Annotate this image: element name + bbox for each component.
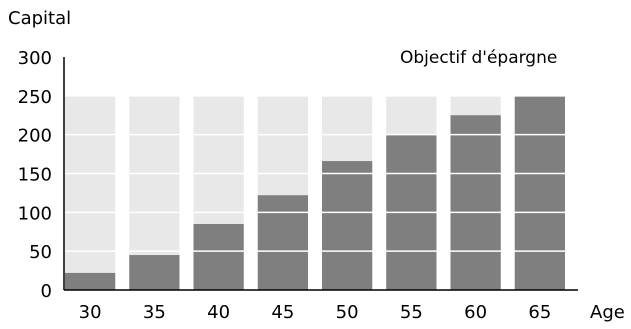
value-bar (257, 195, 308, 290)
x-tick-label: 60 (464, 302, 487, 323)
x-tick-label: 40 (207, 302, 230, 323)
value-bars (65, 95, 565, 290)
y-tick-label: 50 (29, 242, 52, 263)
x-axis-ticks: 30 35 40 45 50 55 60 65 (79, 302, 552, 323)
x-tick-label: 50 (336, 302, 359, 323)
y-tick-label: 100 (18, 203, 52, 224)
y-tick-label: 200 (18, 126, 52, 147)
x-tick-label: 30 (79, 302, 102, 323)
goal-bar (65, 95, 116, 290)
y-axis-label: Capital (8, 8, 71, 29)
x-tick-label: 65 (528, 302, 551, 323)
value-bar (322, 161, 373, 290)
value-bar (450, 115, 501, 290)
x-tick-label: 35 (143, 302, 166, 323)
value-bar (129, 255, 180, 290)
y-tick-label: 0 (41, 281, 52, 302)
value-bar (65, 272, 116, 290)
y-axis-ticks: 0 50 100 150 200 250 300 (18, 48, 52, 302)
x-tick-label: 45 (271, 302, 294, 323)
x-axis-label: Age (590, 302, 625, 323)
goal-annotation: Objectif d'épargne (400, 48, 557, 68)
x-tick-label: 55 (400, 302, 423, 323)
bar-separators (65, 95, 578, 252)
y-tick-label: 250 (18, 87, 52, 108)
value-bar (514, 95, 565, 290)
value-bar (193, 223, 244, 290)
y-tick-label: 300 (18, 48, 52, 69)
y-tick-label: 150 (18, 165, 52, 186)
